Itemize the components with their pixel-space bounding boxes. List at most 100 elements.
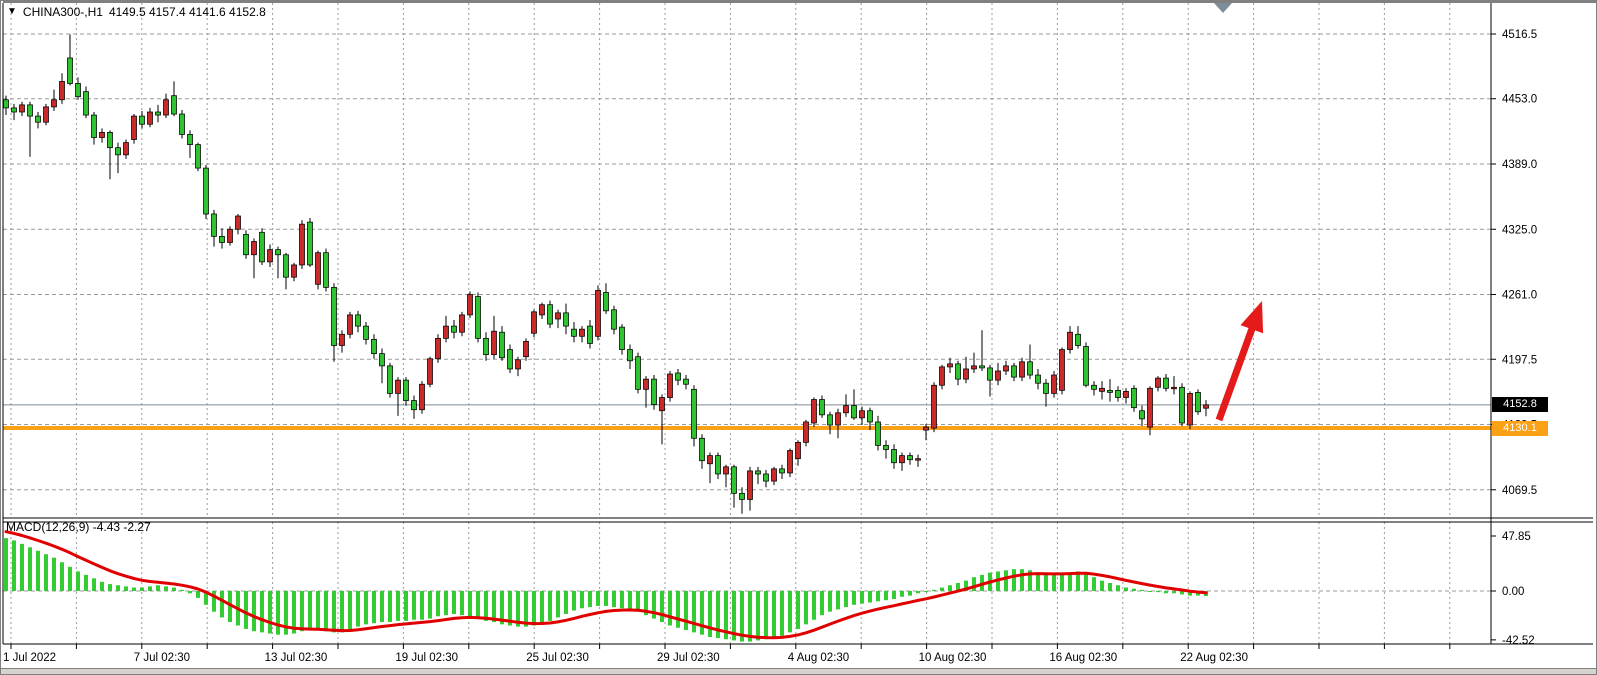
macd-histogram-bar [1108, 582, 1112, 591]
candle-bear [411, 400, 417, 411]
candle-bull [643, 378, 649, 390]
candle-bull [707, 455, 713, 465]
macd-histogram-bar [548, 591, 552, 621]
candle-bull [795, 441, 801, 460]
macd-histogram-bar [124, 586, 128, 591]
macd-histogram-bar [68, 566, 72, 591]
candle-bull [419, 383, 425, 411]
symbol-dropdown-icon[interactable]: ▼ [7, 6, 17, 17]
macd-histogram-bar [724, 591, 728, 640]
candle-bear [27, 104, 33, 117]
candle-bear [107, 132, 113, 149]
candle-bear [1043, 382, 1049, 394]
candle-bull [1123, 390, 1129, 398]
candle-bear [987, 367, 993, 381]
candle-bear [1011, 365, 1017, 378]
main-plot-area[interactable] [3, 3, 1491, 518]
candle-bull [1155, 377, 1161, 388]
candle-bull [299, 223, 305, 266]
candle-bear [139, 115, 145, 125]
candle-bear [243, 233, 249, 256]
time-axis-label: 29 Jul 02:30 [657, 652, 720, 664]
macd-histogram-bar [476, 591, 480, 619]
macd-histogram-bar [564, 591, 568, 614]
candle-bear [1027, 361, 1033, 376]
macd-histogram-bar [76, 571, 80, 591]
macd-histogram-bar [356, 591, 360, 627]
macd-histogram-bar [132, 587, 136, 591]
macd-histogram-bar [180, 589, 184, 591]
macd-histogram-bar [116, 585, 120, 591]
candle-bull [787, 450, 793, 474]
macd-histogram-bar [972, 577, 976, 591]
macd-histogram-bar [20, 543, 24, 591]
candle-bear [187, 134, 193, 146]
macd-histogram-bar [1012, 569, 1016, 591]
scroll-end-marker-icon[interactable] [1214, 3, 1232, 13]
macd-histogram-bar [52, 557, 56, 591]
candle-bull [939, 366, 945, 386]
candle-bull [659, 397, 665, 412]
price-axis-label: 4325.0 [1502, 224, 1537, 236]
candle-bull [267, 249, 273, 263]
macd-histogram-bar [716, 591, 720, 639]
macd-histogram-bar [652, 591, 656, 619]
trend-arrow-shaft[interactable] [1215, 322, 1258, 422]
candle-bear [603, 292, 609, 312]
macd-histogram-bar [692, 591, 696, 633]
candle-bear [483, 337, 489, 356]
macd-histogram-bar [1044, 573, 1048, 591]
candle-bull [899, 455, 905, 464]
macd-histogram-bar [740, 591, 744, 642]
candle-bear [547, 304, 553, 325]
macd-signal-line [4, 530, 1208, 640]
macd-histogram-bar [372, 591, 376, 624]
candle-bull [531, 311, 537, 334]
macd-histogram-bar [924, 591, 928, 593]
candle-bull [523, 341, 529, 358]
candle-bull [59, 81, 65, 101]
candle-bear [635, 356, 641, 390]
macd-histogram-bar [140, 587, 144, 591]
macd-histogram-bar [412, 591, 416, 620]
macd-indicator-label: MACD(12,26,9) -4.43 -2.27 [6, 520, 151, 534]
macd-histogram-bar [852, 591, 856, 605]
macd-histogram-bar [12, 540, 16, 591]
macd-histogram-bar [1116, 585, 1120, 591]
trend-arrow-head[interactable] [1240, 301, 1264, 334]
orange-level-badge: 4130.1 [1492, 421, 1548, 436]
candle-bear [763, 473, 769, 482]
macd-histogram-bar [196, 591, 200, 598]
candle-bear [739, 492, 745, 500]
candle-bear [867, 410, 873, 423]
macd-histogram-bar [300, 591, 304, 632]
macd-histogram-bar [796, 591, 800, 629]
candle-bull [971, 365, 977, 370]
candle-bear [819, 399, 825, 416]
candle-bear [179, 113, 185, 135]
macd-histogram-bar [732, 591, 736, 641]
macd-histogram-bar [252, 591, 256, 632]
candle-bear [619, 326, 625, 350]
candle-bear [907, 455, 913, 461]
candle-bull [963, 368, 969, 380]
candle-bull [555, 312, 561, 320]
macd-histogram-bar [1188, 591, 1192, 596]
macd-histogram-bar [84, 574, 88, 591]
macd-histogram-bar [492, 591, 496, 623]
chart-title: ▼ CHINA300-,H1 4149.5 4157.4 4141.6 4152… [7, 5, 266, 19]
price-axis-label: 4389.0 [1502, 159, 1537, 171]
macd-histogram-bar [36, 550, 40, 591]
candle-bear [75, 83, 81, 98]
macd-plot-area[interactable] [3, 522, 1491, 644]
candle-bear [83, 91, 89, 116]
macd-histogram-bar [340, 591, 344, 633]
macd-axis-label: 0.00 [1502, 586, 1524, 598]
candle-bull [99, 132, 105, 138]
candle-bear [1195, 392, 1201, 413]
macd-histogram-bar [636, 591, 640, 612]
candle-bear [195, 144, 201, 169]
candle-bull [347, 314, 353, 335]
candle-bear [979, 365, 985, 369]
